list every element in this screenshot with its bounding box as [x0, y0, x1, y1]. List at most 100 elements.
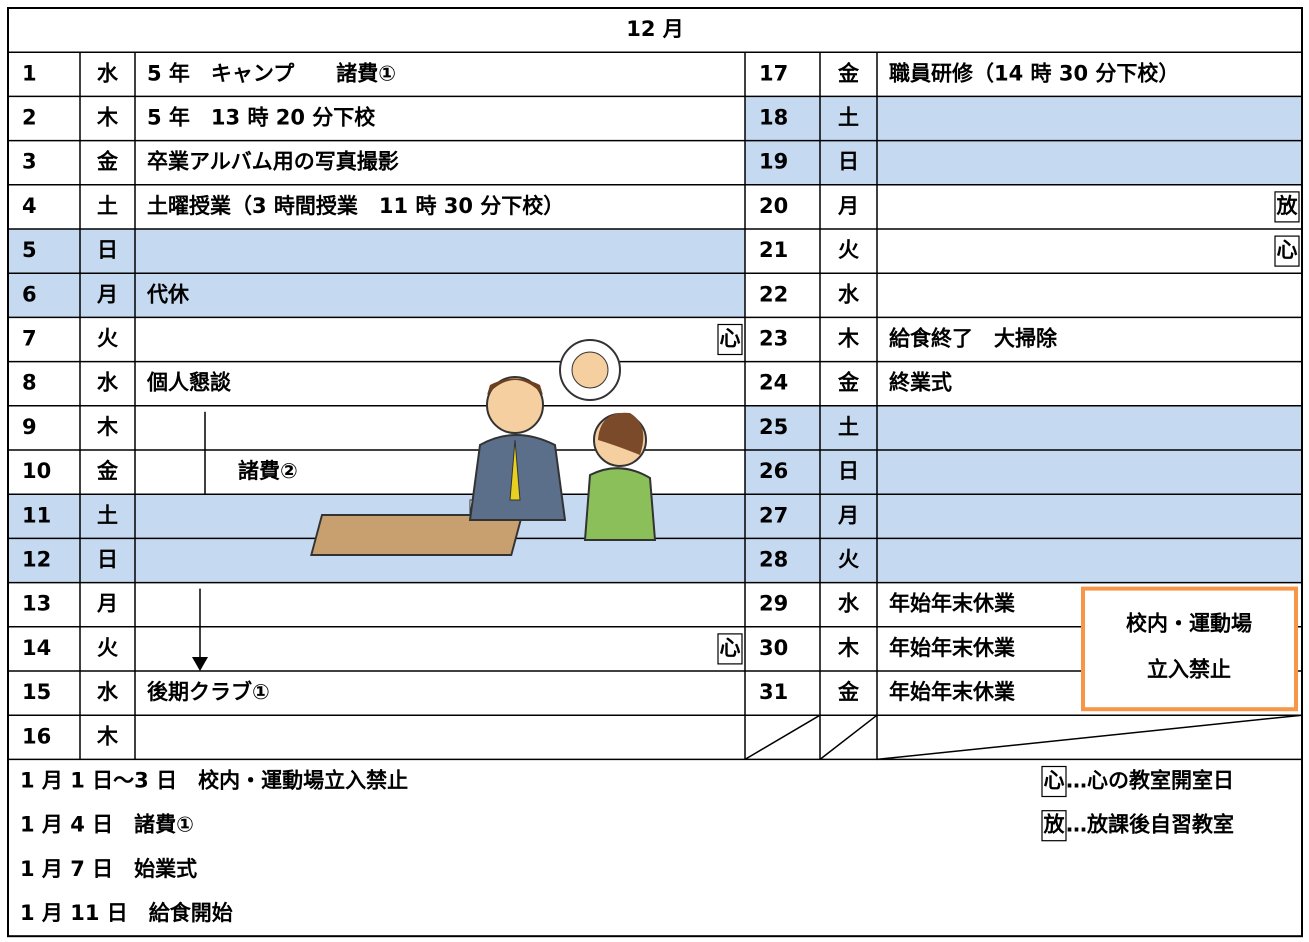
day: 14: [22, 636, 51, 660]
day: 19: [759, 150, 788, 174]
day: 31: [759, 680, 788, 704]
day: 20: [759, 194, 788, 218]
footer-note: 1 月 1 日～3 日 校内・運動場立入禁止: [20, 769, 408, 793]
shaded-row: [745, 405, 1302, 450]
event: 代休: [146, 282, 190, 306]
notice-text: 校内・運動場: [1126, 612, 1252, 636]
day: 22: [759, 282, 788, 306]
event: 個人懇談: [146, 371, 232, 395]
weekday: 金: [837, 61, 860, 85]
day: 12: [22, 548, 51, 572]
badge-box: [717, 633, 743, 665]
event: 年始年末休業: [889, 636, 1016, 660]
footer-note: 1 月 7 日 始業式: [20, 857, 197, 881]
day: 24: [759, 371, 788, 395]
badge-box: [1041, 810, 1067, 842]
weekday: 火: [838, 548, 859, 572]
shaded-row: [745, 494, 1302, 539]
weekday: 土: [97, 194, 118, 218]
legend-text: …放課後自習教室: [1066, 813, 1234, 837]
badge-box: [1274, 235, 1300, 267]
weekday: 金: [96, 459, 119, 483]
shaded-row: [8, 229, 745, 274]
shaded-row: [745, 538, 1302, 583]
weekday: 金: [96, 150, 119, 174]
weekday: 水: [838, 282, 860, 306]
day: 10: [22, 459, 51, 483]
month-title: 12 月: [626, 17, 684, 41]
badge: 心: [1044, 769, 1065, 793]
day: 30: [759, 636, 788, 660]
weekday: 金: [837, 680, 860, 704]
day: 6: [22, 282, 37, 306]
day: 27: [759, 503, 788, 527]
weekday: 木: [837, 327, 860, 351]
footer-note: 1 月 4 日 諸費①: [20, 813, 194, 837]
weekday: 日: [97, 548, 118, 572]
day: 29: [759, 592, 788, 616]
day: 3: [22, 150, 37, 174]
badge-box: [1041, 765, 1067, 798]
shaded-row: [8, 273, 745, 318]
badge: 心: [720, 636, 741, 660]
event: 年始年末休業: [889, 680, 1016, 704]
badge: 放: [1043, 813, 1066, 837]
event: 土曜授業（3 時間授業 11 時 30 分下校）: [147, 194, 564, 218]
blank-diagonal: [744, 714, 821, 761]
notice-box: [1081, 586, 1298, 712]
weekday: 木: [96, 106, 119, 130]
badge: 放: [1276, 194, 1299, 218]
weekday: 月: [837, 194, 859, 218]
weekday: 水: [838, 592, 860, 616]
badge: 心: [1277, 238, 1298, 262]
footer-note: 1 月 11 日 給食開始: [20, 901, 233, 925]
badge: 心: [720, 327, 741, 351]
badge-box: [717, 323, 743, 356]
weekday: 火: [838, 238, 859, 262]
weekday: 火: [97, 636, 118, 660]
weekday: 木: [96, 724, 119, 748]
day: 2: [22, 106, 37, 130]
day: 25: [759, 415, 788, 439]
weekday: 水: [97, 371, 119, 395]
weekday: 日: [838, 459, 859, 483]
day: 7: [22, 327, 37, 351]
day: 8: [22, 371, 37, 395]
blank-diagonal: [876, 714, 1303, 761]
day: 18: [759, 106, 788, 130]
blank-diagonal: [819, 714, 878, 760]
day: 28: [759, 548, 788, 572]
day: 23: [759, 327, 788, 351]
weekday: 水: [97, 680, 119, 704]
weekday: 月: [96, 592, 118, 616]
badge-box: [1274, 191, 1300, 223]
day: 21: [759, 238, 788, 262]
weekday: 火: [97, 327, 118, 351]
event: 卒業アルバム用の写真撮影: [147, 150, 399, 174]
weekday: 月: [837, 503, 859, 527]
day: 15: [22, 680, 51, 704]
day: 16: [22, 724, 51, 748]
event: 終業式: [889, 371, 952, 395]
weekday: 金: [837, 371, 860, 395]
illustration: [310, 339, 657, 556]
event: 年始年末休業: [889, 592, 1016, 616]
weekday: 水: [97, 61, 119, 85]
weekday: 土: [97, 503, 118, 527]
legend-text: …心の教室開室日: [1066, 769, 1234, 793]
day: 9: [22, 415, 37, 439]
weekday: 木: [837, 636, 860, 660]
weekday: 日: [838, 150, 859, 174]
shaded-row: [745, 140, 1302, 185]
day: 4: [22, 194, 37, 218]
event: 5 年 13 時 20 分下校: [147, 106, 376, 130]
notice-text: 立入禁止: [1147, 658, 1231, 682]
weekday: 月: [96, 282, 118, 306]
event: 5 年 キャンプ 諸費①: [147, 61, 396, 85]
day: 17: [759, 61, 788, 85]
event: 後期クラブ①: [147, 680, 270, 704]
day: 11: [22, 503, 51, 527]
weekday: 土: [838, 415, 859, 439]
table-border: [7, 7, 1303, 938]
